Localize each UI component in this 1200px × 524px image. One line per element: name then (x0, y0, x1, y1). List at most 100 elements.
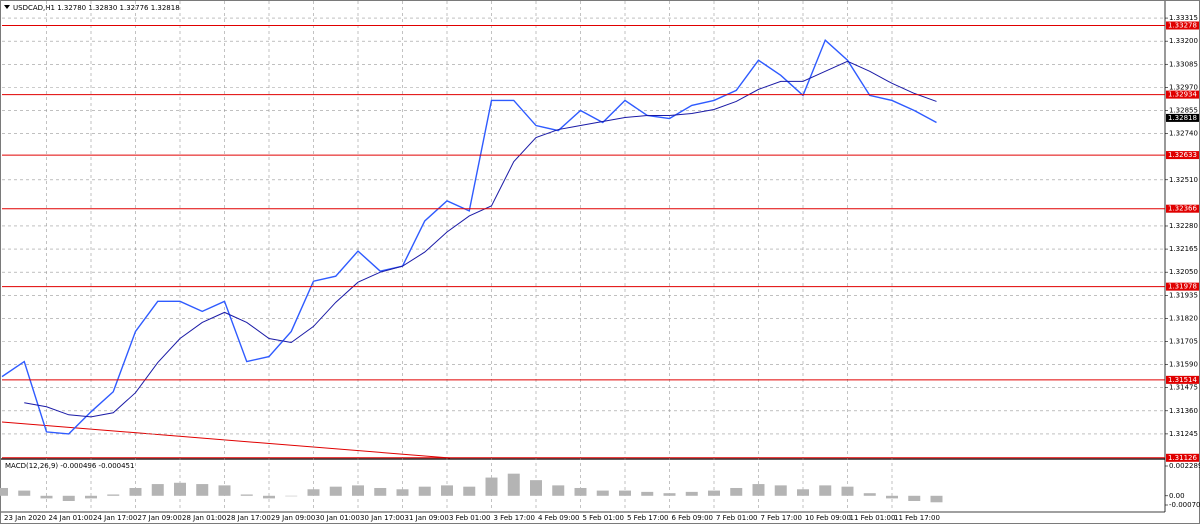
macd-bar (307, 489, 320, 496)
level-label: 1.32934 (1168, 91, 1197, 99)
macd-bar (574, 487, 587, 496)
menu-arrow[interactable] (4, 5, 10, 9)
level-label: 1.33278 (1168, 22, 1197, 30)
level-label: 1.32633 (1168, 151, 1197, 159)
level-label: 1.31978 (1168, 283, 1197, 291)
x-tick-label: 3 Feb 17:00 (494, 514, 535, 522)
level-label: 1.32366 (1168, 205, 1197, 213)
macd-bar (285, 495, 298, 497)
macd-bar (774, 485, 787, 496)
macd-bar (352, 485, 364, 496)
y-tick-label: 1.32510 (1169, 176, 1198, 184)
y-tick-label: 1.31245 (1169, 430, 1198, 438)
macd-bar (908, 495, 921, 501)
macd-bar (886, 495, 898, 499)
macd-bar (507, 473, 520, 496)
y-tick-label: 1.32970 (1169, 83, 1198, 91)
macd-bar (40, 495, 53, 499)
macd-bar (596, 490, 609, 496)
macd-bar (752, 484, 765, 496)
macd-bar (240, 494, 253, 496)
y-tick-label: 1.31590 (1169, 361, 1198, 369)
x-tick-label: 28 Jan 17:00 (227, 514, 271, 522)
macd-bar (930, 495, 943, 503)
x-tick-label: 24 Jan 01:00 (49, 514, 93, 522)
macd-bar (329, 486, 342, 496)
macd-bar (0, 487, 8, 496)
price-line (24, 60, 937, 418)
level-tag (1166, 282, 1199, 291)
x-tick-label: 23 Jan 2020 (4, 514, 46, 522)
macd-bar (218, 485, 231, 496)
macd-bar (641, 491, 654, 496)
level-tag (1166, 90, 1199, 99)
y-tick-label: 0.00 (1169, 492, 1185, 500)
macd-bar (107, 494, 120, 496)
y-tick-label: 1.31705 (1169, 337, 1198, 345)
y-tick-label: 1.33200 (1169, 37, 1198, 45)
y-tick-label: 0.002289 (1169, 462, 1200, 470)
x-tick-label: 5 Feb 01:00 (583, 514, 624, 522)
macd-bar (552, 485, 565, 496)
y-tick-label: 1.31820 (1169, 314, 1198, 322)
symbol-header: USDCAD,H1 1.32780 1.32830 1.32776 1.3281… (13, 4, 180, 12)
y-tick-label: 1.32280 (1169, 222, 1198, 230)
y-tick-label: 1.32165 (1169, 245, 1198, 253)
y-tick-label: 1.32050 (1169, 268, 1198, 276)
macd-bar (863, 493, 876, 496)
macd-bar (151, 484, 164, 496)
macd-bar (129, 487, 142, 496)
x-tick-label: 4 Feb 09:00 (538, 514, 579, 522)
macd-bar (196, 484, 209, 496)
macd-bar (374, 487, 387, 496)
x-tick-label: 11 Feb 01:00 (850, 514, 896, 522)
level-label: 1.31514 (1168, 376, 1197, 384)
macd-bar (841, 486, 854, 496)
x-tick-label: 3 Feb 01:00 (449, 514, 490, 522)
macd-bar (485, 477, 498, 496)
y-tick-label: 1.32855 (1169, 106, 1198, 114)
macd-bar (18, 490, 31, 496)
y-tick-label: 1.31360 (1169, 407, 1198, 415)
level-tag (1166, 151, 1199, 160)
y-tick-label: 1.32740 (1169, 130, 1198, 138)
macd-title: MACD(12,26,9) -0.000496 -0.000451 (5, 462, 134, 470)
x-tick-label: 6 Feb 09:00 (672, 514, 713, 522)
x-tick-label: 30 Jan 01:00 (316, 514, 360, 522)
macd-bar (396, 489, 409, 496)
x-tick-label: 11 Feb 17:00 (894, 514, 940, 522)
x-tick-label: 5 Feb 17:00 (627, 514, 668, 522)
x-tick-label: 24 Jan 17:00 (93, 514, 137, 522)
macd-bar (263, 495, 275, 499)
trend-line (1, 421, 451, 459)
y-tick-label: 1.31935 (1169, 291, 1198, 299)
macd-bar (708, 490, 720, 496)
y-tick-label: 1.33085 (1169, 60, 1198, 68)
level-label: 1.31126 (1168, 454, 1197, 462)
macd-bar (619, 490, 631, 496)
x-tick-label: 28 Jan 01:00 (182, 514, 226, 522)
price-line (1, 38, 937, 435)
level-tag (1166, 204, 1199, 213)
x-tick-label: 30 Jan 17:00 (360, 514, 404, 522)
macd-bar (62, 495, 75, 501)
x-tick-label: 29 Jan 09:00 (271, 514, 315, 522)
macd-bar (441, 485, 453, 496)
level-tag (1166, 453, 1199, 462)
x-tick-label: 7 Feb 17:00 (761, 514, 802, 522)
macd-bar (663, 493, 676, 496)
x-tick-label: 7 Feb 01:00 (716, 514, 757, 522)
macd-bar (463, 486, 476, 496)
macd-bar (685, 491, 698, 496)
x-tick-label: 27 Jan 09:00 (138, 514, 182, 522)
macd-bar (730, 487, 743, 496)
last-price-label: 1.32818 (1168, 114, 1197, 122)
macd-bar (819, 485, 832, 496)
macd-bar (530, 480, 542, 496)
y-tick-label: 1.31475 (1169, 384, 1198, 392)
x-tick-label: 31 Jan 09:00 (405, 514, 449, 522)
level-tag (1166, 21, 1199, 30)
last-price-tag (1166, 113, 1199, 122)
